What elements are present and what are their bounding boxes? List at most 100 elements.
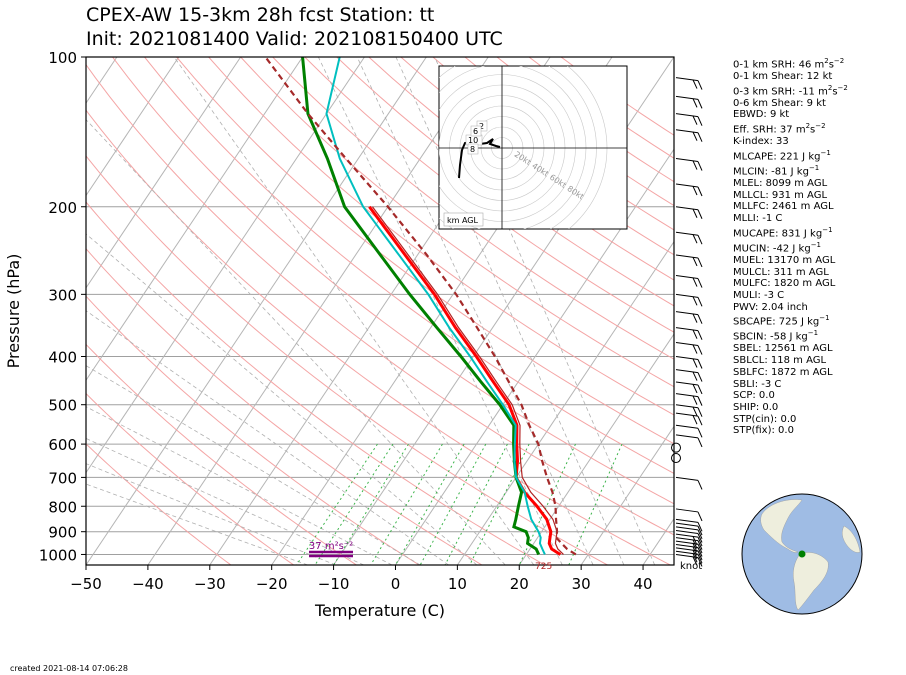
dry-adiabat [86, 248, 483, 565]
isotherm [580, 425, 674, 565]
index-row: MLLFC: 2461 m AGL [733, 201, 903, 213]
dry-adiabat [86, 443, 232, 565]
calm-wind-marker [671, 453, 681, 464]
wind-barb [675, 533, 703, 547]
index-text: MLLI: -1 C [733, 213, 783, 225]
dry-adiabat [86, 109, 671, 565]
dry-adiabat [86, 343, 357, 565]
wind-barb [675, 518, 703, 532]
wind-barb [675, 381, 703, 395]
location-globe [741, 493, 863, 615]
moist-adiabat [86, 119, 506, 565]
wind-barb [675, 508, 703, 522]
calm-wind-marker [671, 442, 681, 453]
index-text: 0-1 km Shear: 12 kt [733, 71, 833, 83]
hodograph-level-label: 10 [468, 136, 478, 145]
moist-adiabat [86, 365, 421, 565]
y-tick-label: 600 [48, 436, 77, 454]
index-text: 0-1 km SRH: 46 m [733, 59, 825, 71]
moist-adiabat [86, 438, 364, 565]
isotherm [86, 57, 365, 474]
index-row: MULFC: 1820 m AGL [733, 278, 903, 290]
index-row: SBLCL: 118 m AGL [733, 355, 903, 367]
wind-barb [675, 129, 703, 142]
wind-barb [675, 522, 703, 536]
index-unit: s [828, 59, 834, 71]
index-unit: s [810, 124, 816, 136]
chart-title: CPEX-AW 15-3km 28h fcst Station: tt [86, 4, 435, 26]
index-row: PWV: 2.04 inch [733, 302, 903, 314]
wind-barb [675, 183, 703, 197]
index-row: SBLI: -3 C [733, 379, 903, 391]
index-text: 0-6 km Shear: 9 kt [733, 97, 826, 109]
dry-adiabat [304, 57, 674, 333]
index-unit-exponent: −1 [822, 225, 833, 234]
index-row: SHIP: 0.0 [733, 402, 903, 414]
index-text: MLEL: 8099 m AGL [733, 177, 828, 189]
hodograph-level-label: 8 [470, 145, 475, 154]
index-row: SBEL: 12561 m AGL [733, 343, 903, 355]
x-tick-label: 0 [391, 575, 401, 593]
wind-barb [675, 95, 703, 109]
wind-barb [675, 412, 703, 426]
wind-barb [675, 356, 703, 369]
index-text: MLCIN: -81 J kg [733, 166, 809, 178]
y-tick-label: 300 [48, 286, 77, 304]
x-axis-label: Temperature (C) [314, 601, 445, 620]
isotherm [86, 57, 242, 289]
created-timestamp: created 2021-08-14 07:06:28 [10, 664, 128, 673]
mixing-ratio-line [370, 443, 443, 565]
index-text: SBLFC: 1872 m AGL [733, 366, 833, 378]
svg-text:37 m²s⁻²: 37 m²s⁻² [309, 541, 353, 552]
moist-adiabat [86, 233, 478, 565]
series-dewpoint [301, 57, 541, 556]
index-unit-exponent: −1 [808, 163, 820, 172]
index-row: SCP: 0.0 [733, 390, 903, 402]
x-tick-label: −10 [318, 575, 350, 593]
index-row: MLLI: -1 C [733, 213, 903, 225]
index-text: SCP: 0.0 [733, 390, 775, 402]
isotherm [86, 57, 427, 565]
moist-adiabat [86, 463, 336, 565]
index-row: STP(cin): 0.0 [733, 414, 903, 426]
hodograph-inset [438, 65, 628, 230]
wind-barb [675, 434, 703, 448]
moist-adiabat [86, 483, 308, 565]
index-unit-exponent: −2 [833, 57, 845, 65]
y-tick-label: 500 [48, 397, 77, 415]
index-row: MLLCL: 931 m AGL [733, 190, 903, 202]
wind-barb [675, 254, 703, 268]
dry-adiabat [240, 57, 674, 388]
index-unit-exponent: −2 [837, 83, 848, 92]
index-row: 0-1 km SRH: 46 m2s−2 [733, 56, 903, 71]
hodograph-level-label: 6 [473, 127, 478, 136]
y-axis-label: Pressure (hPa) [4, 254, 23, 369]
globe-land-north-america [760, 499, 803, 553]
index-text: Eff. SRH: 37 m [733, 124, 806, 136]
x-tick-label: −20 [256, 575, 288, 593]
index-text: MLLCL: 931 m AGL [733, 189, 828, 201]
wind-barb [675, 424, 703, 438]
mixing-ratio-line [296, 443, 378, 565]
isotherm [518, 333, 674, 565]
wind-barb [675, 529, 703, 543]
mixing-ratio-line [333, 443, 409, 565]
index-row: MUCIN: -42 J kg−1 [733, 240, 903, 255]
hodograph-level-label: 2 [479, 122, 484, 131]
index-unit-exponent: 2 [827, 83, 833, 92]
wind-barb [675, 404, 703, 417]
series-temperature [368, 205, 562, 556]
isotherm [86, 57, 303, 382]
wind-barb [675, 113, 703, 126]
dry-adiabat [208, 57, 674, 416]
isotherm [147, 57, 489, 565]
index-unit: s [832, 86, 838, 98]
station-marker [798, 550, 806, 558]
dry-adiabat [86, 155, 608, 565]
x-tick-label: 30 [572, 575, 591, 593]
index-text: MLCAPE: 221 J kg [733, 151, 821, 163]
wind-barb [675, 327, 703, 340]
dry-adiabat [86, 201, 546, 565]
moist-adiabat [395, 57, 625, 565]
index-unit-exponent: −2 [815, 122, 826, 131]
